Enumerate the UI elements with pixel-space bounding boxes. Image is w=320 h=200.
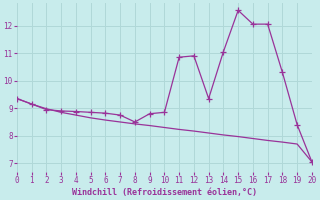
X-axis label: Windchill (Refroidissement éolien,°C): Windchill (Refroidissement éolien,°C) [72,188,257,197]
